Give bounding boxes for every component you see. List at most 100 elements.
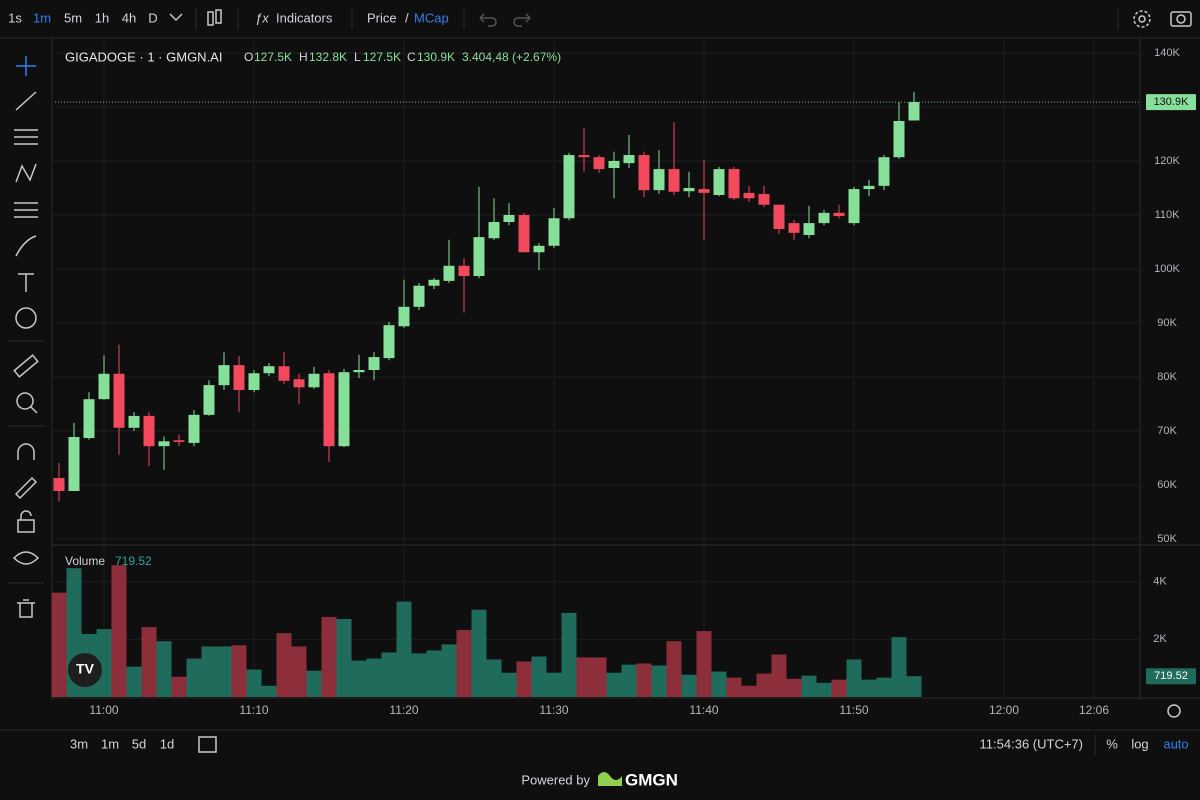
candle-body [278,366,290,381]
ohlc-key: H [299,50,308,64]
delete-tool[interactable] [17,599,35,618]
volume-bar [546,672,562,697]
redo-button[interactable] [513,13,531,27]
volume-bar [156,641,172,697]
emoji-tool[interactable] [15,307,37,329]
candle-body [173,440,185,442]
candle-body [728,169,740,199]
volume-bar [426,650,442,697]
text-tool[interactable] [18,273,34,292]
ohlc-value: 130.9K [417,50,455,64]
range-button[interactable]: 5d [132,736,146,751]
candle-body [698,189,710,193]
volume-bar [381,652,397,697]
svg-text:TV: TV [76,661,95,677]
volume-bar [786,678,802,697]
volume-bar [876,677,892,697]
percent-toggle[interactable]: % [1106,736,1118,751]
volume-bar [96,629,112,697]
more-intervals[interactable] [169,13,183,22]
candle-body [518,214,530,253]
volume-bar [441,644,457,697]
volume-bar [681,674,697,697]
volume-bar [636,663,652,697]
settings-button[interactable] [1133,10,1151,28]
interval-group: 1s 1m 5m 1h 4h D [8,10,158,25]
candle-body [233,365,245,390]
magnet-tool[interactable] [17,443,35,460]
ohlc-key: L [354,50,361,64]
interval-button[interactable]: 4h [122,10,136,25]
interval-button[interactable]: 1h [95,10,109,25]
candle-body [833,212,845,217]
x-tick-label: 12:00 [989,703,1019,717]
time-axis-settings[interactable] [1167,704,1181,718]
last-price-tag [1146,94,1196,111]
volume-bar [816,682,832,697]
lock-drawing-tool[interactable] [14,476,38,500]
zoom-tool[interactable] [16,392,38,414]
volume-bar [291,646,307,697]
volume-bar [891,637,907,697]
candle-body [653,169,665,191]
range-button[interactable]: 3m [70,736,88,751]
crosshair-tool[interactable] [16,56,36,76]
volume-bar [351,660,367,697]
volume-bar [831,679,847,697]
interval-button[interactable]: D [148,10,157,25]
plot-area: 50K60K70K80K90K100K110K120K130K140K2K4K1… [51,40,1196,717]
brush-tool[interactable] [15,235,37,257]
candle-body [788,223,800,233]
top-toolbar: 1s 1m 5m 1h 4h D ƒx Indicators Price / MCap [8,8,1192,30]
candle-body [863,185,875,190]
screenshot-button[interactable] [1170,11,1192,27]
volume-bar [126,666,142,697]
measure-tool[interactable] [13,354,39,378]
interval-button[interactable]: 5m [64,10,82,25]
price-toggle[interactable]: Price [367,10,397,25]
volume-bar [456,629,472,697]
undo-button[interactable] [479,13,497,27]
range-button[interactable]: 1m [101,736,119,751]
x-tick-label: 11:30 [539,703,568,717]
volume-bar [906,676,922,697]
indicators-button[interactable]: Indicators [276,10,333,25]
interval-button[interactable]: 1s [8,10,22,25]
candle-body [143,415,155,447]
candle-body [458,265,470,277]
interval-button[interactable]: 1m [33,10,51,25]
candle-body [488,222,500,239]
candle-body [308,373,320,388]
volume-bar [726,677,742,697]
range-button[interactable]: 1d [160,736,174,751]
candle-body [563,155,575,219]
tv-logo: TV [68,653,102,687]
auto-toggle[interactable]: auto [1163,736,1188,751]
volume-bar [516,661,532,697]
volume-legend-value: 719.52 [115,554,152,568]
mcap-toggle[interactable]: MCap [414,10,449,25]
candle-body [473,237,485,277]
date-range-button[interactable] [198,736,217,753]
trend-line-tool[interactable] [15,91,37,111]
candle-body [113,373,125,428]
log-toggle[interactable]: log [1131,736,1148,751]
candle-body [683,187,695,192]
volume-bar [696,631,712,697]
projection-tool[interactable] [14,202,38,218]
last-volume-label: 719.52 [1154,670,1188,682]
lock-tool[interactable] [17,510,35,533]
volume-bar [201,646,217,697]
pattern-tool[interactable] [15,163,37,183]
x-tick-label: 11:50 [839,703,868,717]
volume-bar [576,657,592,697]
visibility-tool[interactable] [12,551,40,565]
fib-tool[interactable] [14,129,38,145]
volume-bar [51,592,67,697]
candle-body [398,306,410,327]
ohlc-value: 127.5K [363,50,401,64]
volume-bar [756,673,772,697]
chart-type-button[interactable] [207,9,222,26]
change-value: 3.404,48 (+2.67%) [462,50,561,64]
candle-body [323,373,335,447]
